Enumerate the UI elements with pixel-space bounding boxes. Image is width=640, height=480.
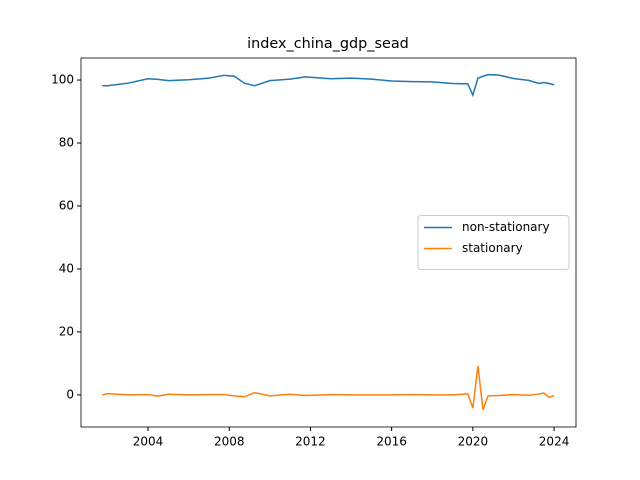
x-tick-label: 2024 — [539, 435, 570, 449]
y-tick-label: 80 — [59, 136, 74, 150]
y-tick-label: 0 — [66, 387, 74, 401]
x-tick-label: 2020 — [458, 435, 489, 449]
legend-label: non-stationary — [462, 220, 550, 234]
chart-title: index_china_gdp_sead — [247, 36, 409, 52]
x-tick-label: 2004 — [133, 435, 164, 449]
legend-label: stationary — [462, 241, 523, 255]
x-tick-label: 2016 — [376, 435, 407, 449]
series-line — [102, 365, 555, 410]
series-line — [102, 73, 555, 98]
y-tick-label: 40 — [59, 261, 74, 275]
y-tick-label: 20 — [59, 324, 74, 338]
y-tick-label: 60 — [59, 198, 74, 212]
plot-frame — [80, 57, 577, 428]
legend-box — [417, 215, 570, 270]
y-tick-label: 100 — [51, 73, 74, 87]
x-tick-label: 2012 — [295, 435, 326, 449]
x-tick-label: 2008 — [214, 435, 245, 449]
